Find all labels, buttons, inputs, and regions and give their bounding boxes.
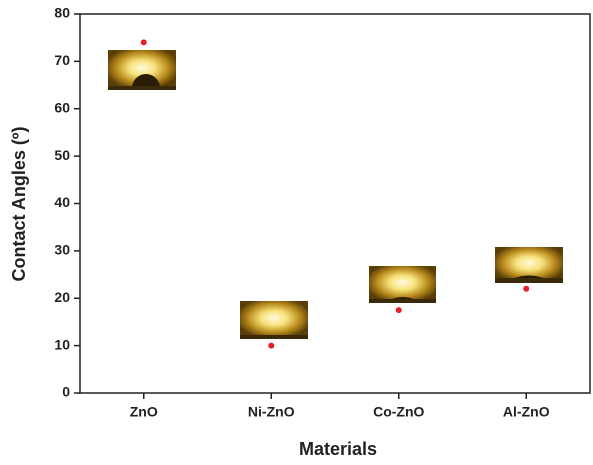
y-tick-label: 50 bbox=[54, 147, 70, 163]
droplet-image bbox=[369, 266, 436, 303]
y-axis-title: Contact Angles (º) bbox=[9, 127, 29, 282]
data-point bbox=[268, 343, 274, 349]
y-tick-label: 30 bbox=[54, 242, 70, 258]
y-tick-label: 60 bbox=[54, 99, 70, 115]
data-point bbox=[396, 307, 402, 313]
y-tick-label: 40 bbox=[54, 194, 70, 210]
data-point bbox=[523, 286, 529, 292]
chart: Materials Contact Angles (º) 0 10 20 30 40 50… bbox=[0, 0, 593, 465]
x-tick-label: Co-ZnO bbox=[373, 404, 424, 420]
droplet-image bbox=[108, 50, 176, 90]
data-point bbox=[141, 39, 147, 45]
y-tick-label: 70 bbox=[54, 52, 70, 68]
x-tick-label: ZnO bbox=[130, 404, 158, 420]
droplet-images bbox=[108, 50, 563, 339]
x-tick-label: Al-ZnO bbox=[503, 404, 550, 420]
y-tick-label: 20 bbox=[54, 289, 70, 305]
x-tick-label: Ni-ZnO bbox=[248, 404, 295, 420]
y-tick-label: 0 bbox=[62, 384, 70, 400]
x-axis-title: Materials bbox=[299, 439, 377, 459]
y-tick-label: 80 bbox=[54, 5, 70, 21]
droplet-image bbox=[240, 301, 308, 339]
droplet-image bbox=[495, 247, 563, 283]
y-tick-label: 10 bbox=[54, 336, 70, 352]
